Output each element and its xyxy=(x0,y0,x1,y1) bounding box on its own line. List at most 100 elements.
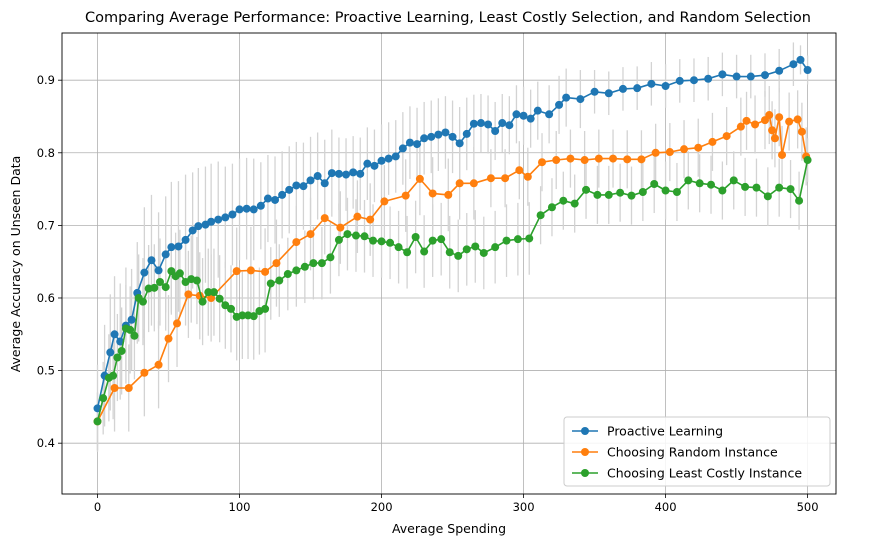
data-point xyxy=(695,179,704,188)
data-point xyxy=(469,179,478,188)
axis-ticks: 0 100 200 300 400 500 0.4 0.5 0.6 0.7 0.8 0.9 xyxy=(37,73,819,514)
data-point xyxy=(235,205,244,214)
data-point xyxy=(627,191,636,200)
data-point xyxy=(285,185,294,194)
data-point xyxy=(138,297,147,306)
data-point xyxy=(261,267,270,276)
data-point xyxy=(227,304,236,313)
data-point xyxy=(207,217,216,226)
data-point xyxy=(334,169,343,178)
data-point xyxy=(360,232,369,241)
data-point xyxy=(317,259,326,268)
data-point xyxy=(638,187,647,196)
data-point xyxy=(491,243,500,252)
data-point xyxy=(263,194,272,203)
data-point xyxy=(292,181,301,190)
data-point xyxy=(455,179,464,188)
data-point xyxy=(110,330,119,339)
data-point xyxy=(161,250,170,259)
data-point xyxy=(684,176,693,185)
data-point xyxy=(523,172,532,181)
data-point xyxy=(299,182,308,191)
data-point xyxy=(127,315,136,324)
data-point xyxy=(502,236,511,245)
plot-area-frame xyxy=(61,32,837,495)
data-point xyxy=(704,74,713,83)
data-point xyxy=(486,174,495,183)
data-point xyxy=(249,205,258,214)
data-point xyxy=(593,190,602,199)
data-point xyxy=(403,248,412,257)
data-point xyxy=(428,189,437,198)
data-point xyxy=(484,120,493,129)
data-point xyxy=(765,111,774,120)
data-point xyxy=(109,371,118,380)
data-point xyxy=(590,87,599,96)
x-tick-label: 200 xyxy=(371,500,393,514)
data-point xyxy=(300,262,309,271)
data-point xyxy=(501,174,510,183)
data-point xyxy=(384,154,393,163)
data-point xyxy=(283,270,292,279)
data-point xyxy=(515,166,524,175)
data-point xyxy=(796,55,805,64)
data-point xyxy=(184,290,193,299)
y-tick-label: 0.7 xyxy=(37,218,55,232)
data-point xyxy=(533,106,542,115)
data-point xyxy=(155,278,164,287)
x-tick-label: 500 xyxy=(797,500,819,514)
data-point xyxy=(545,110,554,119)
data-point xyxy=(559,196,568,205)
data-point xyxy=(570,199,579,208)
data-point xyxy=(552,156,561,165)
data-point xyxy=(498,119,507,128)
data-point xyxy=(675,76,684,85)
data-point xyxy=(513,235,522,244)
data-point xyxy=(214,215,223,224)
data-point xyxy=(386,238,395,247)
data-point xyxy=(266,279,275,288)
data-point xyxy=(616,188,625,197)
data-point xyxy=(130,331,139,340)
data-point xyxy=(462,129,471,138)
data-point xyxy=(778,150,787,159)
x-axis-label: Average Spending xyxy=(392,521,506,536)
data-point xyxy=(306,230,315,239)
data-point xyxy=(661,186,670,195)
data-point xyxy=(420,134,429,143)
data-point xyxy=(729,176,738,185)
data-point xyxy=(471,242,480,251)
x-tick-label: 400 xyxy=(655,500,677,514)
data-point xyxy=(292,238,301,247)
data-point xyxy=(427,132,436,141)
data-point xyxy=(167,243,176,252)
data-point xyxy=(775,66,784,75)
data-point xyxy=(271,195,280,204)
data-point xyxy=(173,319,182,328)
data-point xyxy=(99,394,108,403)
y-tick-label: 0.4 xyxy=(37,436,55,450)
data-point xyxy=(746,72,755,81)
data-point xyxy=(604,89,613,98)
data-point xyxy=(366,215,375,224)
data-point xyxy=(363,159,372,168)
series-line-1 xyxy=(96,114,807,422)
data-point xyxy=(455,139,464,148)
data-point xyxy=(785,117,794,126)
data-point xyxy=(445,248,454,257)
data-point xyxy=(519,111,528,120)
data-point xyxy=(680,145,689,154)
data-point xyxy=(306,176,315,185)
data-point xyxy=(161,283,170,292)
data-point xyxy=(661,81,670,90)
data-point xyxy=(797,127,806,136)
data-point xyxy=(320,214,329,223)
data-point xyxy=(249,312,258,321)
data-point xyxy=(164,334,173,343)
data-point xyxy=(106,348,115,357)
data-point xyxy=(736,122,745,131)
data-point xyxy=(140,268,149,277)
data-point xyxy=(353,212,362,221)
legend-label: Proactive Learning xyxy=(607,424,723,439)
data-point xyxy=(566,154,575,163)
